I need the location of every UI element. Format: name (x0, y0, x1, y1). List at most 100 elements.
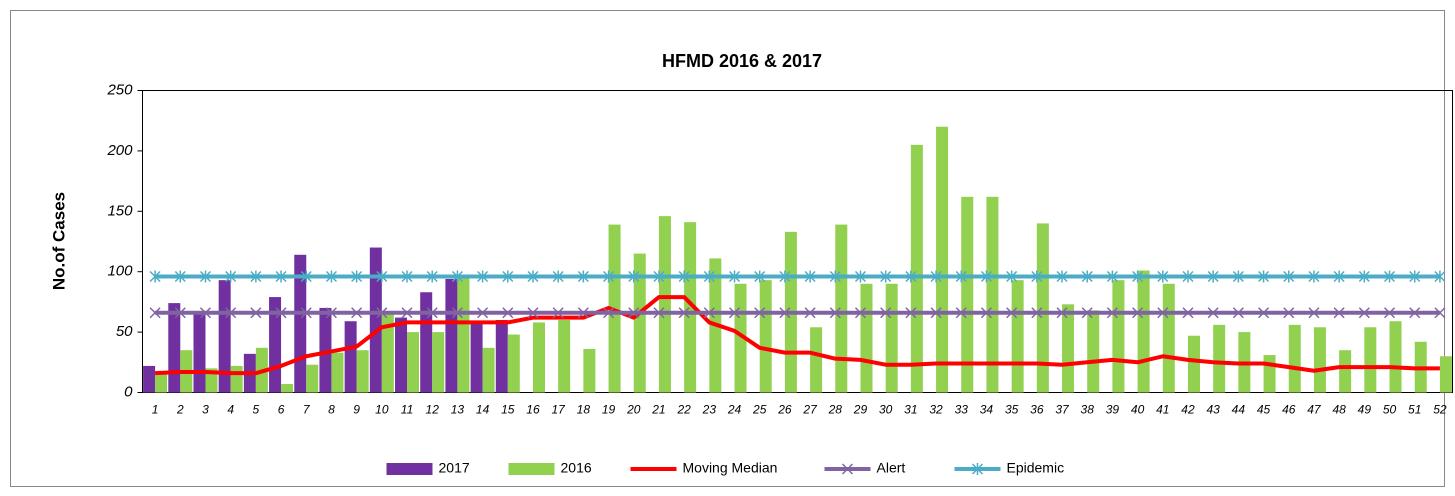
marker (577, 270, 589, 283)
marker (1434, 270, 1446, 283)
x-tick-label: 11 (401, 403, 413, 417)
bar (507, 334, 520, 393)
marker (351, 307, 363, 319)
x-tick-label: 4 (227, 403, 234, 417)
bar (1036, 223, 1049, 393)
x-tick-label: 22 (676, 403, 691, 417)
bar (369, 247, 382, 393)
x-tick-label: 14 (476, 403, 490, 417)
bar (457, 277, 470, 393)
marker (754, 307, 766, 319)
marker (1383, 270, 1396, 283)
marker (728, 307, 741, 319)
marker (477, 270, 489, 283)
bar (910, 144, 923, 393)
marker (174, 270, 186, 283)
bar (306, 364, 319, 393)
marker (955, 270, 967, 283)
marker (426, 270, 438, 283)
marker (1207, 307, 1219, 319)
bar (432, 332, 445, 393)
bar (759, 280, 772, 393)
marker (275, 307, 287, 319)
marker (653, 307, 665, 319)
marker (225, 307, 237, 319)
marker (754, 270, 766, 283)
bar (1263, 355, 1276, 393)
marker (1258, 270, 1270, 283)
marker (376, 307, 388, 319)
marker (527, 307, 539, 319)
x-tick-label: 2 (176, 403, 184, 417)
marker (325, 307, 337, 319)
x-tick-label: 16 (526, 403, 540, 417)
y-tick-label: 250 (106, 81, 133, 98)
x-tick-label: 34 (980, 403, 994, 417)
x-tick-label: 39 (1106, 403, 1120, 417)
marker (174, 307, 186, 319)
marker (1409, 270, 1421, 283)
x-tick-label: 13 (451, 403, 465, 417)
marker (703, 270, 715, 283)
x-tick-label: 10 (375, 403, 389, 417)
marker (854, 270, 867, 283)
x-tick-label: 51 (1408, 403, 1421, 417)
bar (193, 311, 206, 393)
legend-marker (841, 463, 854, 475)
line (155, 295, 1440, 376)
bar (482, 347, 495, 393)
x-tick-label: 41 (1156, 403, 1169, 417)
legend-marker (971, 463, 984, 475)
marker (1182, 270, 1194, 283)
bar (1112, 280, 1125, 393)
bar (1062, 304, 1075, 393)
marker (653, 270, 665, 283)
marker (678, 307, 690, 319)
marker (1132, 307, 1144, 319)
y-tick-label: 150 (107, 202, 133, 219)
x-tick-label: 7 (303, 403, 311, 417)
marker (300, 307, 312, 319)
y-tick-label: 50 (116, 323, 133, 340)
x-tick-label: 38 (1081, 403, 1095, 417)
marker (1081, 307, 1093, 319)
marker (1182, 307, 1194, 319)
marker (930, 307, 942, 319)
x-tick-label: 49 (1358, 403, 1372, 417)
marker (1258, 307, 1270, 319)
marker (1308, 307, 1320, 319)
plot-area (142, 90, 1453, 393)
bar (658, 216, 671, 393)
marker (829, 307, 841, 319)
bar (583, 349, 596, 393)
marker (552, 270, 564, 283)
x-tick-label: 33 (955, 403, 969, 417)
x-tick-label: 1 (152, 403, 159, 417)
bar (810, 327, 823, 393)
y-tick-label: 200 (106, 142, 133, 159)
bar (633, 253, 646, 393)
bar (885, 283, 898, 393)
marker (955, 307, 967, 319)
marker (628, 307, 640, 319)
chart-frame (10, 10, 1445, 487)
bar (281, 384, 294, 393)
bar (835, 224, 848, 393)
x-tick-label: 21 (651, 403, 665, 417)
bar (1162, 283, 1175, 393)
marker (477, 307, 489, 319)
marker (728, 270, 741, 283)
marker (1132, 270, 1144, 283)
marker (1358, 270, 1370, 283)
legend-label: Alert (877, 460, 906, 476)
x-tick-label: 35 (1005, 403, 1019, 417)
x-tick-label: 9 (353, 403, 360, 417)
bar (1213, 324, 1226, 393)
bar (331, 352, 344, 393)
marker (1409, 307, 1421, 319)
marker (1333, 307, 1345, 319)
bar (381, 313, 394, 393)
bar (1137, 270, 1150, 393)
marker (603, 270, 615, 283)
